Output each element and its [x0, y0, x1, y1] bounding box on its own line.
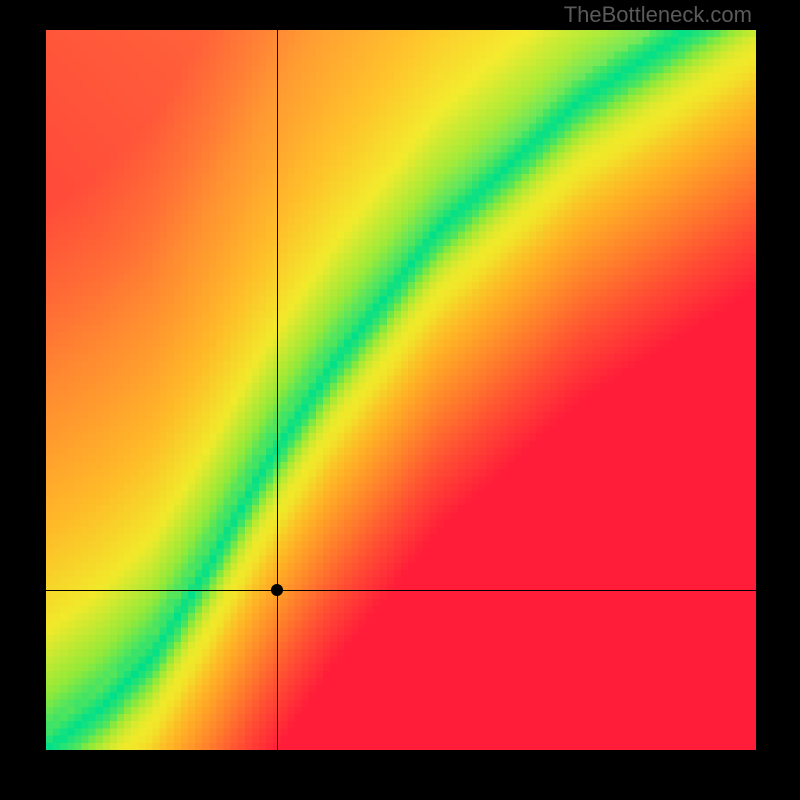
watermark-text: TheBottleneck.com	[564, 2, 752, 28]
plot-area	[46, 30, 756, 750]
root: TheBottleneck.com	[0, 0, 800, 800]
bottleneck-heatmap	[46, 30, 756, 750]
